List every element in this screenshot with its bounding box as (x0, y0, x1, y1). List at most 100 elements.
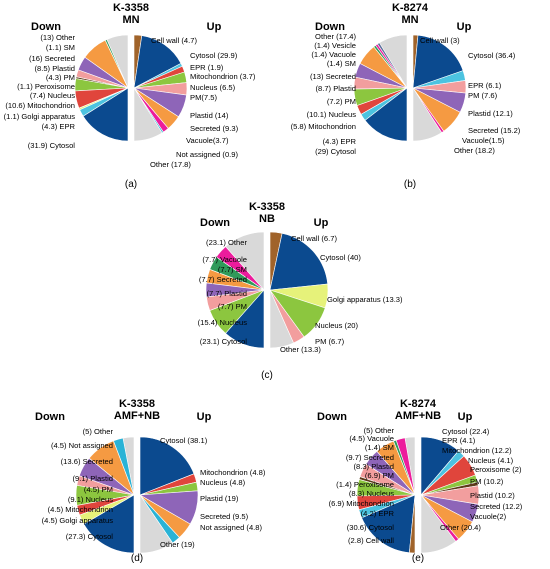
slice-label-down: (5) Other (364, 426, 395, 435)
up-heading: Up (197, 411, 212, 423)
slice-label-down: (27.3) Cytosol (66, 532, 114, 541)
slice-label-up: PM(7.5) (190, 93, 217, 102)
chart-title: K-3358 (119, 398, 155, 410)
slice-label-up: Plastid (10.2) (470, 491, 515, 500)
slice-label-up: Vacuole(2) (470, 512, 507, 521)
slice-label-up: PM (6.7) (315, 337, 345, 346)
up-heading: Up (458, 411, 473, 423)
chart-subtitle: MN (122, 14, 139, 26)
chart-subtitle: AMF+NB (114, 410, 160, 422)
slice-label-down: (8.7) Plastid (315, 84, 356, 93)
pie-slice-down-cytosol (364, 87, 408, 142)
slice-label-up: Cytosol (36.4) (468, 51, 516, 60)
chart-title: K-3358 (113, 2, 149, 14)
slice-label-down: (1.4) Peroxisome (336, 480, 394, 489)
slice-label-down: (30.6) Cytosol (347, 523, 395, 532)
up-heading: Up (457, 21, 472, 33)
slice-label-down: (9.7) Secreted (346, 453, 394, 462)
slice-label-up: Cell wall (3) (420, 36, 460, 45)
slice-label-down: (4.3) PM (46, 73, 75, 82)
slice-label-up: Mitochondrion (3.7) (190, 72, 256, 81)
slice-label-down: (2.8) Cell wall (348, 536, 394, 545)
slice-label-up: Secreted (9.3) (190, 124, 239, 133)
slice-label-up: Mitochondrion (4.8) (200, 468, 266, 477)
slice-label-up: EPR (6.1) (468, 81, 502, 90)
slice-label-down: (4.5) Mitochondrion (48, 505, 113, 514)
slice-label-up: Plastid (12.1) (468, 109, 513, 118)
slice-label-down: (1.1) Peroxisome (17, 82, 75, 91)
chart-title: K-8274 (392, 2, 429, 14)
slice-label-down: Other (17.4) (315, 32, 356, 41)
slice-label-up: PM (10.2) (470, 477, 504, 486)
slice-label-down: (13) Other (40, 33, 75, 42)
up-heading: Up (207, 21, 222, 33)
panel-caption: (c) (261, 370, 273, 381)
pie-slice-up-other (133, 86, 163, 142)
chart-subtitle: AMF+NB (395, 410, 441, 422)
slice-label-down: (7.7) Plastid (206, 289, 247, 298)
slice-label-down: (1.4) Vesicle (314, 41, 356, 50)
slice-label-down: (1.4) Vacuole (311, 50, 356, 59)
slice-label-up: Vacuole(1.5) (462, 136, 505, 145)
slice-label-down: (13.6) Secreted (61, 457, 113, 466)
slice-label-up: Nucleus (6.5) (190, 83, 236, 92)
slice-label-up: Cytosol (40) (320, 253, 361, 262)
slice-label-down: (4.3) EPR (42, 122, 76, 131)
slice-label-down: (29) Cytosol (315, 147, 356, 156)
panel-caption: (d) (131, 553, 143, 564)
slice-label-up: Cytosol (38.1) (160, 436, 208, 445)
down-heading: Down (317, 411, 347, 423)
slice-label-up: Golgi apparatus (13.3) (327, 295, 403, 304)
slice-label-down: (10.6) Mitochondrion (5, 101, 75, 110)
pie-slice-down-cell-wall (409, 494, 416, 554)
slice-label-down: (5.8) Mitochondrion (291, 122, 356, 131)
slice-label-up: Not assigned (4.8) (200, 523, 263, 532)
slice-label-down: (4.5) Vacuole (349, 434, 394, 443)
slice-label-down: (9.1) Nucleus (68, 495, 113, 504)
slice-label-down: (8.5) Plastid (34, 64, 75, 73)
slice-label-down: (7.7) Vacuole (202, 255, 247, 264)
up-heading: Up (314, 217, 329, 229)
slice-label-down: (4.5) PM (84, 485, 113, 494)
slice-label-down: (6.9) Mitochondrion (329, 499, 394, 508)
down-heading: Down (35, 411, 65, 423)
slice-label-up: Mitochondrion (12.2) (442, 446, 512, 455)
slice-label-up: Other (20.4) (440, 523, 481, 532)
slice-label-up: Cell wall (6.7) (291, 234, 337, 243)
pie-slice-down-cytosol (225, 289, 265, 349)
slice-label-down: (7.7) PM (218, 302, 247, 311)
slice-label-up: Other (18.2) (454, 146, 495, 155)
chart-subtitle: NB (259, 213, 275, 225)
slice-label-up: EPR (1.9) (190, 63, 224, 72)
slice-label-down: (31.9) Cytosol (28, 141, 76, 150)
slice-label-down: (1.1) Golgi apparatus (4, 112, 76, 121)
slice-label-down: (7.4) Nucleus (30, 91, 75, 100)
slice-label-down: (15.4) Nucleus (198, 318, 248, 327)
slice-label-up: Plastid (19) (200, 494, 239, 503)
pie-slice-up-other (269, 289, 294, 349)
slice-label-down: (23.1) Other (206, 238, 247, 247)
slice-label-down: (23.1) Cytosol (200, 337, 248, 346)
pie-slice-up-other (412, 86, 443, 142)
panel-caption: (b) (404, 179, 416, 190)
slice-label-up: Peroxisome (2) (470, 465, 522, 474)
slice-label-down: (4.5) Not assigned (51, 441, 113, 450)
pie-slice-up-cytosol (139, 436, 195, 496)
slice-label-up: Secreted (15.2) (468, 126, 521, 135)
chart-title: K-3358 (249, 201, 285, 213)
slice-label-down: (9.1) Plastid (72, 474, 113, 483)
slice-label-up: Nucleus (4.8) (200, 478, 246, 487)
slice-label-down: (8.3) Plastid (353, 462, 394, 471)
slice-label-up: PM (7.6) (468, 91, 498, 100)
slice-label-up: Other (17.8) (150, 160, 191, 169)
pie-slice-up-cytosol (133, 35, 182, 89)
panel-caption: (e) (412, 553, 424, 564)
slice-label-up: Nucleus (4.1) (468, 456, 514, 465)
slice-label-up: Secreted (12.2) (470, 502, 523, 511)
pie-slice-up-other (420, 494, 457, 554)
slice-label-down: (1.4) SM (365, 443, 394, 452)
